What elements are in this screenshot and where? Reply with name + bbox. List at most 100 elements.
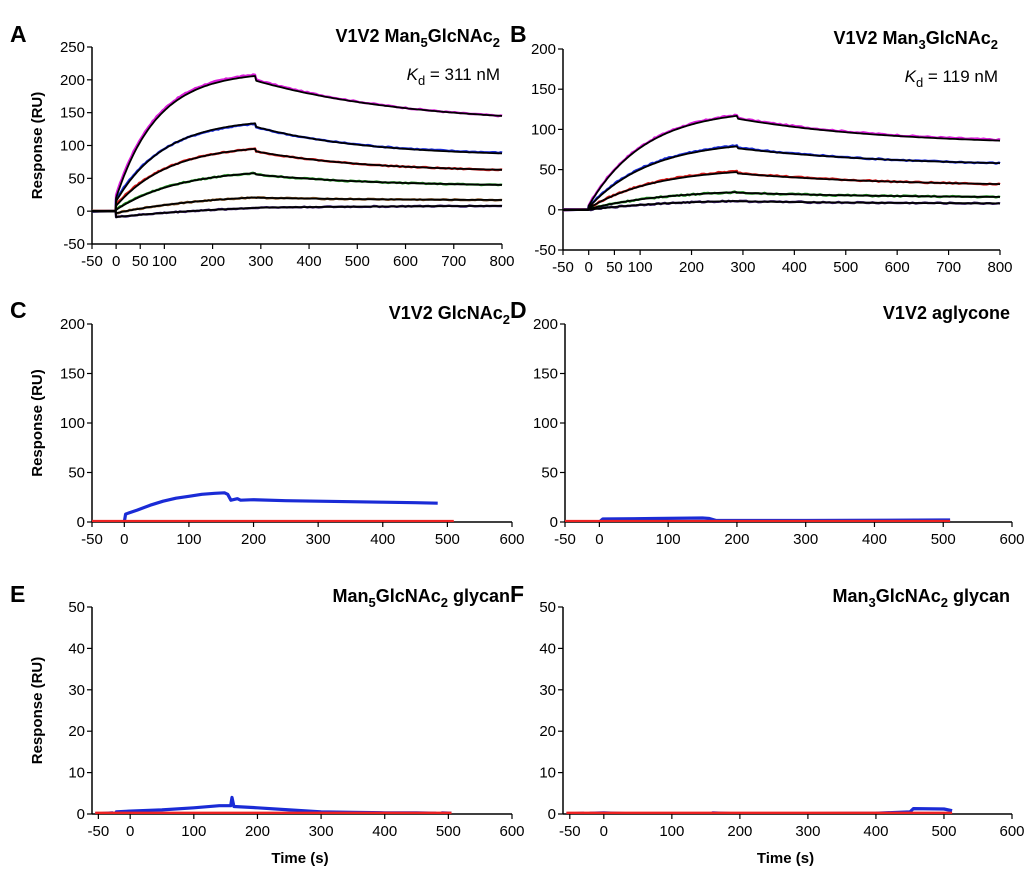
panel-title: V1V2 aglycone bbox=[883, 303, 1010, 323]
x-tick-label: 100 bbox=[659, 823, 684, 840]
x-tick-label: 500 bbox=[345, 253, 370, 270]
plot-area bbox=[95, 795, 452, 814]
x-tick-label: 500 bbox=[436, 823, 461, 840]
panel-title: Man3GlcNAc2 glycan bbox=[832, 586, 1010, 610]
x-tick-label: 200 bbox=[245, 823, 270, 840]
y-tick-label: 10 bbox=[539, 765, 556, 782]
x-tick-label: -50 bbox=[81, 253, 103, 270]
panel-title: V1V2 Man3GlcNAc2 bbox=[833, 28, 998, 52]
y-tick-label: 40 bbox=[68, 640, 85, 657]
title-text: V1V2 Man bbox=[335, 26, 420, 46]
fit-curve-line bbox=[92, 205, 502, 218]
x-tick-label: 400 bbox=[863, 823, 888, 840]
fit-curve-line bbox=[92, 122, 502, 213]
y-tick-label: 150 bbox=[60, 105, 85, 122]
y-tick-label: 100 bbox=[533, 415, 558, 432]
y-tick-label: 200 bbox=[60, 316, 85, 333]
fit-curve-line bbox=[563, 171, 1000, 211]
fit-curve-line bbox=[92, 172, 502, 213]
y-tick-label: 250 bbox=[60, 39, 85, 56]
x-tick-label: -50 bbox=[554, 531, 576, 548]
title-subscript: 5 bbox=[368, 595, 375, 610]
x-tick-label: 800 bbox=[489, 253, 514, 270]
y-tick-label: 50 bbox=[539, 162, 556, 179]
x-tick-label: 700 bbox=[441, 253, 466, 270]
kd-text: K bbox=[407, 65, 419, 84]
title-text: GlcNAc bbox=[926, 28, 991, 48]
plot-area bbox=[566, 807, 953, 814]
x-tick-label: 200 bbox=[724, 531, 749, 548]
y-tick-label: 50 bbox=[539, 599, 556, 616]
x-tick-label: 0 bbox=[600, 823, 608, 840]
panel-b: B -50 0 50 100 150 200 -50 0 50 100 200 300 400 500 600… bbox=[510, 21, 1013, 276]
x-axis-label: Time (s) bbox=[271, 850, 328, 867]
x-tick-label: -50 bbox=[88, 823, 110, 840]
x-tick-label: -50 bbox=[552, 259, 574, 276]
y-tick-label: 200 bbox=[531, 41, 556, 58]
x-tick-label: 500 bbox=[833, 259, 858, 276]
x-tick-label: -50 bbox=[559, 823, 581, 840]
fit-curve-line bbox=[92, 75, 502, 213]
x-tick-label: 0 bbox=[120, 531, 128, 548]
y-axis-label: Response (RU) bbox=[29, 657, 46, 765]
title-text: GlcNAc bbox=[876, 586, 941, 606]
y-tick-label: 40 bbox=[539, 640, 556, 657]
y-tick-label: 20 bbox=[68, 723, 85, 740]
x-tick-label: 0 bbox=[126, 823, 134, 840]
x-tick-label: 100 bbox=[176, 531, 201, 548]
x-tick-label: 400 bbox=[370, 531, 395, 548]
y-tick-label: 200 bbox=[60, 72, 85, 89]
x-tick-label: 50 bbox=[132, 253, 149, 270]
x-tick-label: 500 bbox=[931, 823, 956, 840]
kd-subscript: d bbox=[418, 73, 425, 88]
y-tick-label: 0 bbox=[548, 202, 556, 219]
y-tick-label: 0 bbox=[77, 806, 85, 823]
y-tick-label: 150 bbox=[533, 366, 558, 383]
x-tick-label: 600 bbox=[999, 823, 1024, 840]
x-tick-label: 50 bbox=[606, 259, 623, 276]
x-tick-label: 0 bbox=[112, 253, 120, 270]
x-tick-label: 300 bbox=[248, 253, 273, 270]
panel-letter: A bbox=[10, 21, 27, 47]
x-tick-label: 100 bbox=[656, 531, 681, 548]
y-tick-label: 0 bbox=[548, 806, 556, 823]
kd-text: K bbox=[905, 67, 917, 86]
plot-area bbox=[92, 73, 503, 219]
title-subscript: 3 bbox=[919, 37, 926, 52]
panel-letter: E bbox=[10, 581, 25, 607]
x-tick-label: 300 bbox=[730, 259, 755, 276]
y-tick-label: -50 bbox=[534, 242, 556, 259]
title-text: V1V2 aglycone bbox=[883, 303, 1010, 323]
y-tick-label: 0 bbox=[550, 514, 558, 531]
data-series-line bbox=[95, 795, 452, 814]
y-tick-label: 150 bbox=[531, 81, 556, 98]
x-tick-label: 600 bbox=[393, 253, 418, 270]
x-tick-label: 500 bbox=[435, 531, 460, 548]
x-tick-label: 400 bbox=[297, 253, 322, 270]
x-tick-label: 400 bbox=[862, 531, 887, 548]
title-text: Man bbox=[832, 586, 868, 606]
y-tick-label: 0 bbox=[77, 514, 85, 531]
kd-subscript: d bbox=[916, 75, 923, 90]
y-axis-label: Response (RU) bbox=[29, 369, 46, 477]
x-tick-label: 200 bbox=[727, 823, 752, 840]
y-tick-label: 50 bbox=[68, 465, 85, 482]
panel-title: V1V2 Man5GlcNAc2 bbox=[335, 26, 500, 50]
x-tick-label: 100 bbox=[152, 253, 177, 270]
x-tick-label: 400 bbox=[372, 823, 397, 840]
y-tick-label: 20 bbox=[539, 723, 556, 740]
fit-curve-line bbox=[563, 191, 1000, 211]
x-tick-label: 200 bbox=[200, 253, 225, 270]
panel-letter: D bbox=[510, 297, 527, 323]
y-tick-label: 0 bbox=[77, 203, 85, 220]
x-tick-label: 700 bbox=[936, 259, 961, 276]
x-tick-label: -50 bbox=[81, 531, 103, 548]
x-tick-label: 300 bbox=[793, 531, 818, 548]
title-subscript: 2 bbox=[991, 37, 998, 52]
